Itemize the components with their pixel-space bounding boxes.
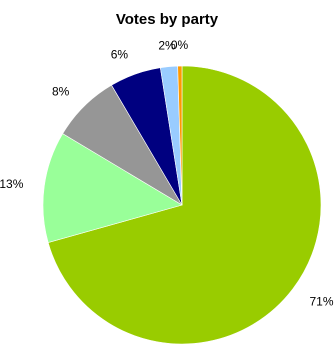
pie-slice-0 [47, 65, 322, 345]
pie-slice-5 [177, 65, 183, 206]
slice-label-0: 71% [310, 295, 334, 309]
slice-label-3: 6% [111, 47, 129, 61]
pie-labels: 71% 13% 8% 6% 2%0% [0, 38, 334, 309]
chart-title: Votes by party [116, 11, 219, 28]
slice-label-1: 13% [0, 177, 24, 191]
pie-slices [42, 65, 322, 345]
slice-label-5: 0% [171, 38, 189, 52]
slice-label-4: 2% [158, 39, 176, 53]
pie-slice-1 [42, 133, 183, 243]
slice-label-2: 8% [52, 84, 70, 98]
